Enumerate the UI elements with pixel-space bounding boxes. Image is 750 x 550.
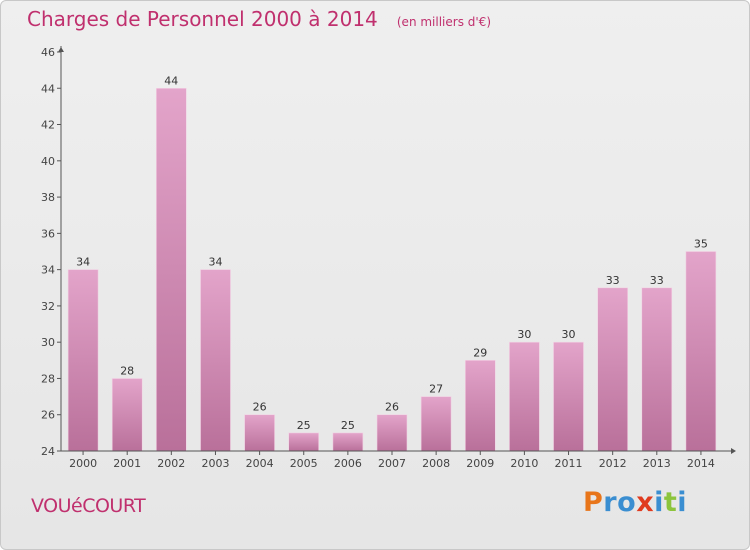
x-axis-arrow (731, 448, 736, 454)
value-label-2008: 27 (429, 383, 443, 396)
chart-subtitle: (en milliers d'€) (396, 15, 491, 29)
brand-letter: r (603, 487, 618, 518)
bar-2011 (553, 341, 584, 452)
value-label-2011: 30 (562, 328, 576, 341)
x-tick-label-2002: 2002 (157, 457, 185, 470)
y-tick-label-36: 36 (41, 227, 55, 240)
y-tick-label-44: 44 (41, 82, 55, 95)
x-tick-label-2001: 2001 (113, 457, 141, 470)
value-label-2001: 28 (120, 365, 134, 378)
value-label-2006: 25 (341, 419, 355, 432)
bar-2008 (420, 396, 452, 452)
y-tick-label-42: 42 (41, 119, 55, 132)
x-tick-label-2004: 2004 (246, 457, 274, 470)
bar-2012 (597, 287, 629, 452)
y-tick-label-40: 40 (41, 155, 55, 168)
x-tick-label-2014: 2014 (687, 457, 715, 470)
x-tick-label-2010: 2010 (510, 457, 538, 470)
bar-2014 (685, 251, 717, 452)
bar-2000 (67, 269, 99, 452)
bar-2004 (244, 414, 275, 452)
y-tick-label-30: 30 (41, 336, 55, 349)
y-tick-label-26: 26 (41, 409, 55, 422)
bar-2003 (200, 269, 231, 452)
brand-letter: i (677, 487, 688, 518)
brand-letter: t (663, 487, 678, 518)
chart-title: Charges de Personnel 2000 à 2014 (27, 7, 378, 31)
title-row: Charges de Personnel 2000 à 2014 (en mil… (27, 7, 491, 31)
x-tick-label-2005: 2005 (290, 457, 318, 470)
bar-2009 (464, 359, 496, 452)
value-label-2002: 44 (164, 74, 178, 87)
x-axis: 2000 2001 2002 2003 2004 2005 2006 2007 2008 2009… (61, 448, 736, 470)
value-label-2003: 34 (209, 256, 223, 269)
bar-2013 (641, 287, 673, 452)
value-label-2004: 26 (253, 401, 267, 414)
value-label-2010: 30 (517, 328, 531, 341)
y-tick-label-24: 24 (41, 445, 55, 458)
x-tick-label-2000: 2000 (69, 457, 97, 470)
x-tick-label-2009: 2009 (466, 457, 494, 470)
x-tick-label-2013: 2013 (643, 457, 671, 470)
y-tick-label-46: 46 (41, 46, 55, 59)
y-tick-label-32: 32 (41, 300, 55, 313)
x-tick-label-2012: 2012 (599, 457, 627, 470)
bar-2005 (288, 432, 320, 452)
brand-letter: i (654, 487, 664, 518)
value-label-2014: 35 (694, 238, 708, 251)
x-tick-label-2006: 2006 (334, 457, 362, 470)
bar-2006 (332, 432, 364, 452)
value-label-2009: 29 (473, 346, 487, 359)
value-label-2012: 33 (606, 274, 620, 287)
value-label-2005: 25 (297, 419, 311, 432)
x-tick-label-2011: 2011 (555, 457, 583, 470)
bar-2002 (156, 88, 187, 452)
brand-letter: P (583, 487, 604, 518)
bars-group: 34 28 44 34 26 25 25 26 27 29 30 30 33 33 35 (67, 74, 717, 452)
brand-logo[interactable]: Proxiti (583, 487, 687, 518)
y-tick-label-34: 34 (41, 264, 55, 277)
x-tick-label-2007: 2007 (378, 457, 406, 470)
y-tick-label-38: 38 (41, 191, 55, 204)
bar-2007 (376, 414, 408, 452)
y-axis: 24 26 28 30 32 34 36 38 40 42 44 46 (41, 46, 64, 458)
y-axis-arrow (58, 47, 64, 52)
x-tick-label-2008: 2008 (422, 457, 450, 470)
value-label-2007: 26 (385, 401, 399, 414)
brand-letter: x (636, 487, 655, 518)
value-label-2000: 34 (76, 256, 90, 269)
commune-name: VOUéCOURT (31, 495, 146, 517)
y-tick-label-28: 28 (41, 372, 55, 385)
brand-letter: o (617, 487, 637, 518)
bar-2001 (111, 378, 143, 452)
x-tick-label-2003: 2003 (202, 457, 230, 470)
value-label-2013: 33 (650, 274, 664, 287)
bar-2010 (509, 341, 540, 452)
